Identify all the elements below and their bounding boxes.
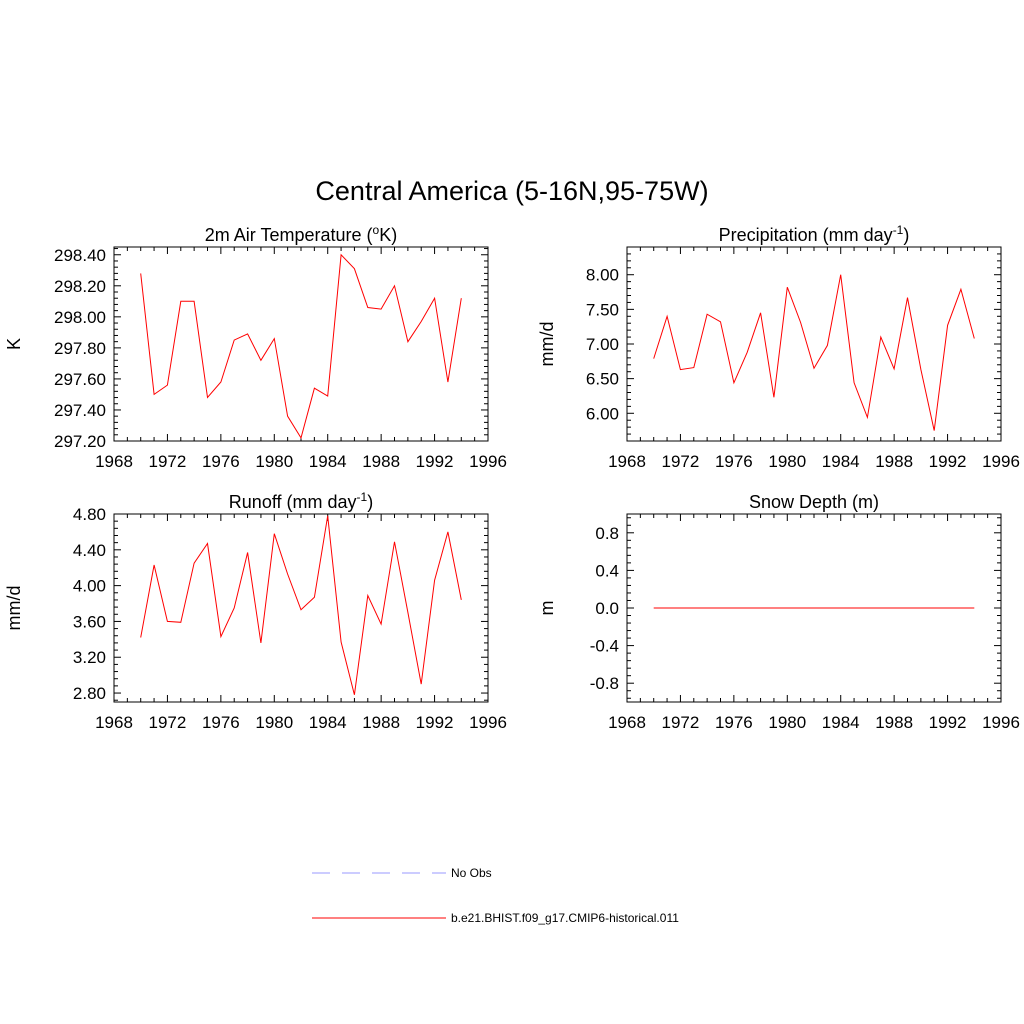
- x-tick-label: 1972: [662, 452, 700, 471]
- x-tick-label: 1988: [362, 713, 400, 732]
- figure-title: Central America (5-16N,95-75W): [315, 176, 708, 206]
- y-tick-label: 8.00: [586, 266, 619, 285]
- y-tick-label: 298.00: [54, 308, 106, 327]
- x-tick-label: 1984: [822, 452, 860, 471]
- x-tick-label: 1972: [662, 713, 700, 732]
- series-line-runoff: [140, 515, 462, 695]
- y-tick-label: 0.8: [595, 524, 619, 543]
- x-tick-label: 1972: [149, 713, 187, 732]
- x-tick-label: 1996: [469, 713, 507, 732]
- x-tick-label: 1992: [416, 713, 454, 732]
- x-tick-label: 1992: [929, 452, 967, 471]
- y-tick-label: 7.50: [586, 300, 619, 319]
- x-tick-label: 1968: [95, 452, 133, 471]
- x-tick-label: 1976: [715, 713, 753, 732]
- y-axis-label: m: [537, 601, 557, 616]
- y-tick-label: 2.80: [73, 684, 106, 703]
- panel-title: 2m Air Temperature (oK): [205, 223, 397, 245]
- x-tick-label: 1996: [982, 713, 1020, 732]
- x-tick-label: 1976: [715, 452, 753, 471]
- panel-title: Snow Depth (m): [749, 492, 879, 512]
- y-tick-label: 297.80: [54, 339, 106, 358]
- y-tick-label: 3.60: [73, 612, 106, 631]
- y-tick-label: -0.4: [590, 637, 619, 656]
- y-tick-label: 298.40: [54, 246, 106, 265]
- y-tick-label: 297.20: [54, 432, 106, 451]
- panel-title: Runoff (mm day-1): [229, 490, 373, 512]
- y-tick-label: 3.20: [73, 648, 106, 667]
- legend: No Obs b.e21.BHIST.f09_g17.CMIP6-historic…: [312, 866, 679, 925]
- panel-title: Precipitation (mm day-1): [719, 223, 910, 245]
- y-tick-label: 297.40: [54, 401, 106, 420]
- y-tick-label: 0.0: [595, 599, 619, 618]
- y-tick-label: 298.20: [54, 277, 106, 296]
- panel-runoff: Runoff (mm day-1) mm/d 1968 1972 1976 1980 198…: [4, 490, 507, 732]
- x-tick-label: 1968: [608, 452, 646, 471]
- y-tick-label: 0.4: [595, 561, 619, 580]
- x-tick-label: 1984: [309, 713, 347, 732]
- y-axis-label: mm/d: [4, 586, 24, 631]
- series-line-precipitation: [653, 274, 975, 431]
- x-tick-label: 1996: [982, 452, 1020, 471]
- x-tick-label: 1984: [309, 452, 347, 471]
- x-tick-label: 1980: [255, 452, 293, 471]
- x-tick-label: 1988: [875, 452, 913, 471]
- x-tick-label: 1992: [416, 452, 454, 471]
- series-line-temperature: [140, 253, 462, 440]
- y-tick-label: 6.00: [586, 404, 619, 423]
- y-tick-label: 4.80: [73, 505, 106, 524]
- y-tick-label: 7.00: [586, 335, 619, 354]
- x-tick-label: 1968: [95, 713, 133, 732]
- y-axis-label: K: [4, 338, 24, 350]
- panels: 2m Air Temperature (oK) K 1968 1972 1976 1980…: [4, 223, 1020, 732]
- plot-frame: [113, 246, 489, 442]
- y-tick-label: -0.8: [590, 674, 619, 693]
- x-tick-label: 1984: [822, 713, 860, 732]
- panel-precipitation: Precipitation (mm day-1) mm/d 1968 1972 1976…: [537, 223, 1020, 471]
- y-tick-label: 4.00: [73, 577, 106, 596]
- y-tick-label: 297.60: [54, 370, 106, 389]
- x-tick-label: 1980: [768, 452, 806, 471]
- panel-temperature: 2m Air Temperature (oK) K 1968 1972 1976 1980…: [4, 223, 507, 471]
- y-tick-label: 4.40: [73, 541, 106, 560]
- x-tick-label: 1968: [608, 713, 646, 732]
- panel-snow-depth: Snow Depth (m) m 1968 1972 1976 1980 1984 1988 1…: [537, 492, 1020, 732]
- legend-label: No Obs: [451, 866, 492, 880]
- x-tick-label: 1976: [202, 713, 240, 732]
- x-tick-label: 1972: [149, 452, 187, 471]
- x-tick-label: 1992: [929, 713, 967, 732]
- plot-frame: [113, 513, 489, 703]
- x-tick-label: 1980: [768, 713, 806, 732]
- x-tick-label: 1996: [469, 452, 507, 471]
- x-tick-label: 1988: [362, 452, 400, 471]
- x-tick-label: 1980: [255, 713, 293, 732]
- y-tick-label: 6.50: [586, 370, 619, 389]
- legend-label: b.e21.BHIST.f09_g17.CMIP6-historical.011: [451, 911, 679, 925]
- x-tick-label: 1988: [875, 713, 913, 732]
- y-axis-label: mm/d: [537, 322, 557, 367]
- x-tick-label: 1976: [202, 452, 240, 471]
